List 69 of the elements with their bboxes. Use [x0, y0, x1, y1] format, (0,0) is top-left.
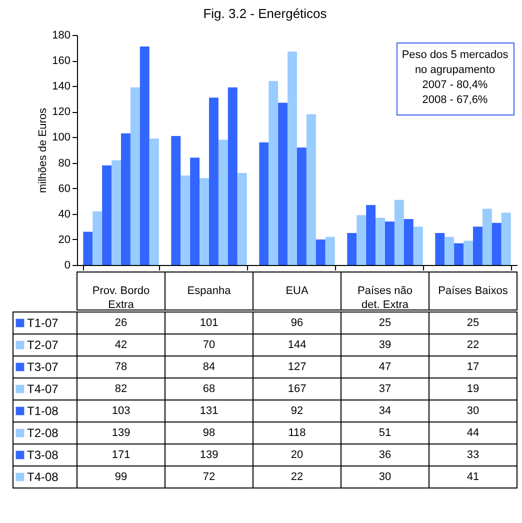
- data-label: 68: [202, 383, 216, 395]
- data-label: 82: [114, 383, 128, 395]
- y-tick-label: 0: [64, 260, 70, 272]
- y-tick-label: 20: [58, 234, 70, 246]
- data-label: 26: [114, 317, 128, 329]
- x-tick-label: EUA: [286, 285, 309, 297]
- data-label: 139: [200, 449, 218, 461]
- legend-label: T1-08: [27, 404, 59, 418]
- data-label: 19: [466, 383, 480, 395]
- data-label: 25: [466, 317, 480, 329]
- data-label: 22: [466, 339, 480, 351]
- y-tick-label: 100: [52, 132, 70, 144]
- data-label: 167: [288, 383, 306, 395]
- legend-label: T2-07: [27, 338, 59, 352]
- y-tick-label: 160: [52, 55, 70, 68]
- data-label: 78: [114, 361, 128, 373]
- legend-label: T4-08: [27, 470, 59, 484]
- chart-title: Fig. 3.2 - Energéticos: [203, 6, 328, 21]
- data-label: 41: [466, 471, 480, 483]
- y-tick-label: 80: [58, 157, 70, 170]
- data-label: 101: [200, 317, 218, 329]
- data-label: 84: [202, 361, 216, 373]
- y-tick-label: 120: [52, 106, 70, 118]
- data-label: 51: [378, 427, 392, 439]
- data-label: 30: [378, 471, 392, 483]
- data-label: 34: [378, 405, 392, 417]
- data-label: 171: [112, 449, 130, 461]
- data-label: 36: [378, 449, 392, 461]
- x-tick-label: Prov. Bordo Extra: [92, 285, 150, 311]
- x-tick-label: Países não det. Extra: [357, 285, 413, 311]
- legend-label: T3-07: [27, 360, 59, 374]
- data-label: 118: [288, 427, 306, 439]
- legend-label: T3-08: [27, 448, 59, 462]
- data-label: 33: [466, 449, 480, 461]
- annotation: 2008 - 67,6%: [422, 94, 488, 106]
- data-label: 96: [290, 317, 304, 329]
- data-label: 44: [466, 427, 480, 439]
- data-label: 70: [202, 339, 216, 351]
- data-label: 20: [290, 449, 304, 461]
- y-tick-label: 140: [52, 80, 70, 93]
- data-label: 47: [378, 361, 392, 373]
- data-label: 131: [200, 405, 218, 417]
- data-label: 92: [290, 405, 304, 417]
- y-tick-label: 60: [58, 182, 70, 195]
- data-label: 98: [202, 427, 216, 439]
- y-tick-label: 180: [52, 30, 70, 42]
- legend-label: T1-07: [27, 316, 59, 330]
- legend-label: T4-07: [27, 382, 59, 396]
- data-label: 37: [378, 383, 392, 395]
- data-label: 42: [114, 339, 128, 351]
- x-tick-label: Espanha: [187, 285, 232, 297]
- data-label: 72: [202, 471, 216, 483]
- data-label: 30: [466, 405, 480, 417]
- data-label: 103: [112, 405, 130, 417]
- data-label: 127: [288, 361, 306, 373]
- data-label: 39: [378, 339, 392, 351]
- data-label: 99: [114, 471, 128, 483]
- data-label: 144: [288, 339, 306, 351]
- x-tick-label: Países Baixos: [438, 285, 508, 297]
- data-label: 25: [378, 317, 392, 329]
- data-label: 17: [466, 361, 480, 373]
- legend-label: T2-08: [27, 426, 59, 440]
- data-label: 139: [112, 427, 130, 439]
- y-tick-label: 40: [58, 208, 70, 220]
- annotation: 2007 - 80,4%: [422, 79, 488, 91]
- data-label: 22: [290, 471, 304, 483]
- annotation: Peso dos 5 mercados: [402, 49, 509, 61]
- annotation: no agrupamento: [414, 64, 496, 76]
- y-axis-title: milhões de Euros: [37, 108, 50, 193]
